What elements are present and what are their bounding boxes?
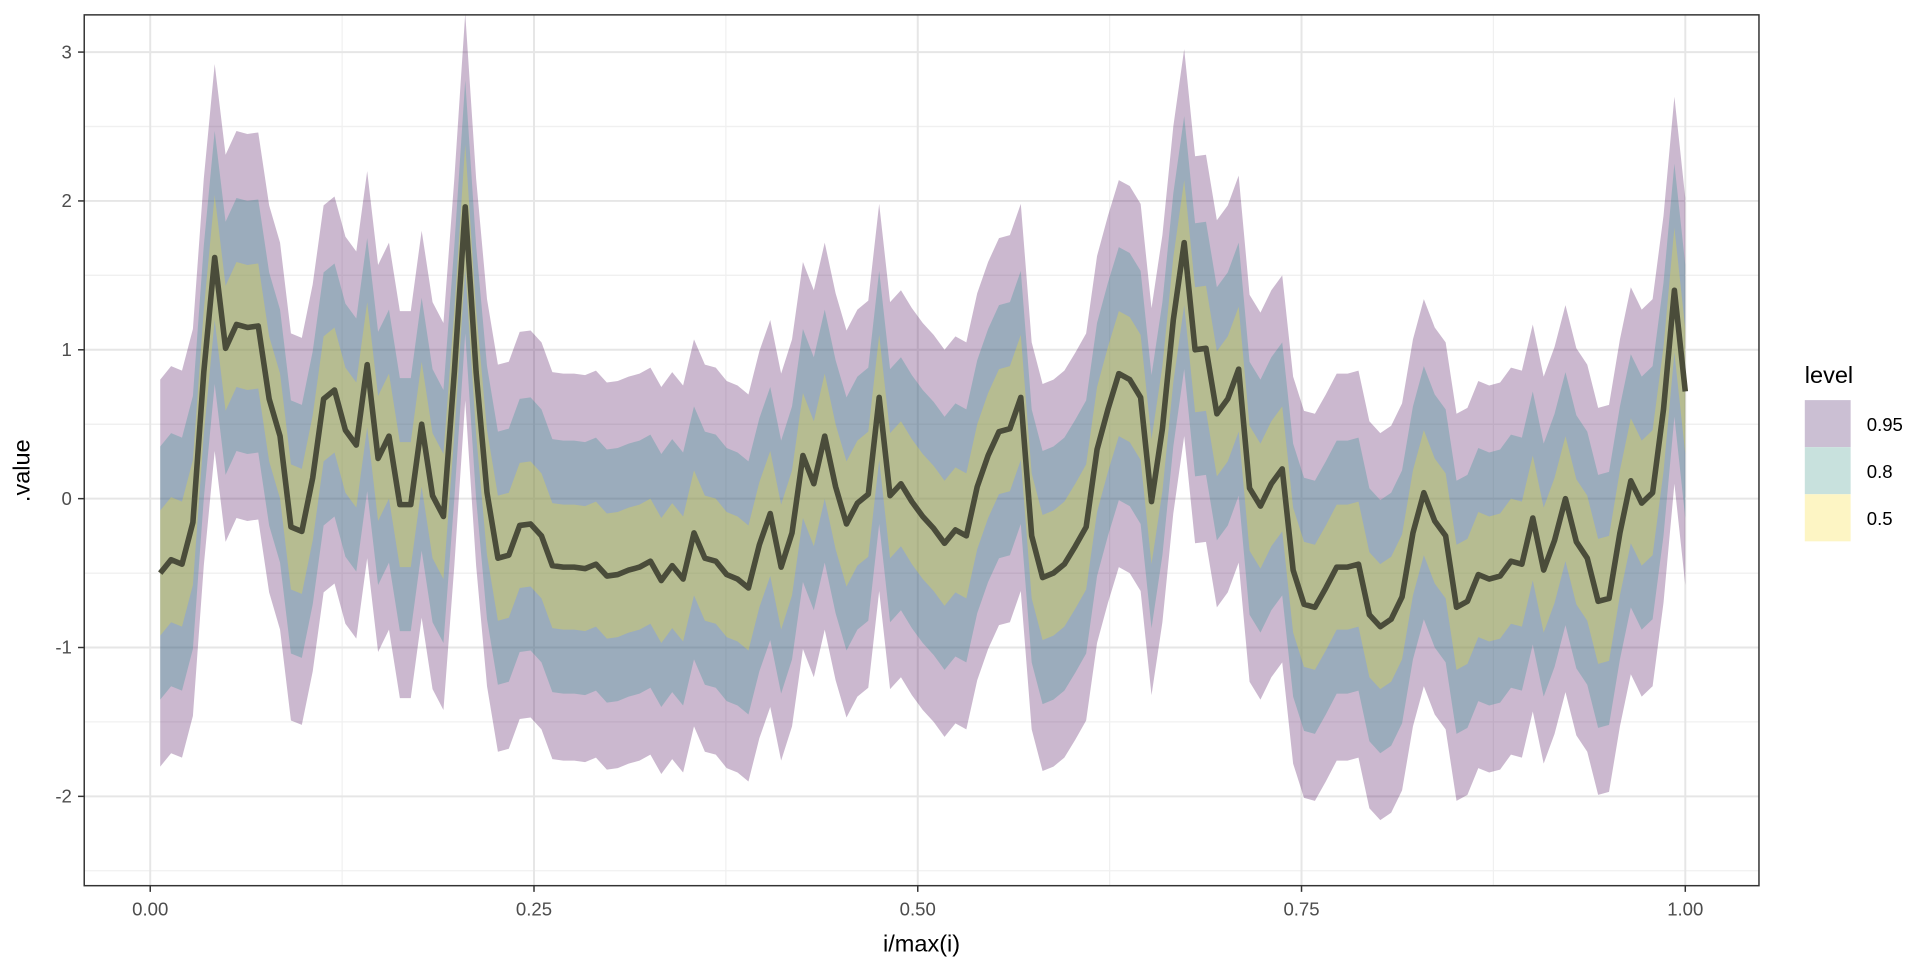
- legend-label: 0.95: [1867, 414, 1903, 435]
- interval-band-0-95: [160, 13, 1686, 821]
- interval-bands: [160, 13, 1686, 821]
- x-tick-label: 0.00: [132, 898, 168, 919]
- legend-key-0-5: [1804, 494, 1851, 542]
- x-tick-label: 0.50: [900, 898, 936, 919]
- legend-title: level: [1805, 362, 1853, 388]
- x-tick-label: 0.25: [516, 898, 552, 919]
- legend-label: 0.5: [1867, 508, 1893, 529]
- y-axis-title: .value: [9, 439, 35, 502]
- x-axis-title: i/max(i): [883, 930, 960, 956]
- y-tick-label: 1: [62, 339, 72, 360]
- median-line: [158, 204, 1689, 630]
- x-axis: 0.00 0.25 0.50 0.75 1.00: [132, 885, 1703, 919]
- y-tick-label: 2: [62, 190, 72, 211]
- legend-label: 0.8: [1867, 461, 1893, 482]
- y-tick-label: 3: [62, 41, 72, 62]
- y-axis: -2 -1 0 1 2 3: [55, 41, 85, 807]
- legend: level 0.95 0.8 0.5: [1804, 362, 1903, 542]
- legend-key-0-95: [1804, 400, 1851, 448]
- plot-border: [83, 14, 1760, 887]
- y-tick-label: -1: [55, 637, 72, 658]
- y-tick-label: -2: [55, 786, 72, 807]
- interval-band-0-5: [160, 144, 1686, 690]
- plot-background: [84, 14, 1759, 886]
- x-tick-label: 0.75: [1283, 898, 1319, 919]
- legend-key-0-8: [1804, 447, 1851, 495]
- interval-band-0-8: [160, 80, 1686, 754]
- x-tick-label: 1.00: [1667, 898, 1703, 919]
- y-tick-label: 0: [62, 488, 72, 509]
- grid-lines: [84, 14, 1759, 886]
